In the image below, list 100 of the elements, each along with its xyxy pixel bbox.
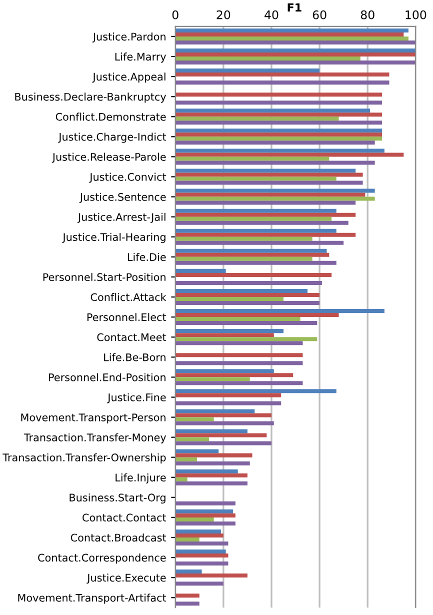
- y-tick-label: Conflict.Demonstrate: [56, 112, 166, 121]
- y-tick-label: Business.Start-Org: [70, 493, 166, 504]
- bar: [175, 421, 274, 426]
- y-tick-label: Life.Be-Born: [104, 353, 166, 362]
- bar: [175, 317, 300, 322]
- bar: [175, 301, 320, 306]
- bar: [175, 333, 274, 338]
- x-tick-label: 80: [360, 10, 374, 20]
- bar: [175, 554, 228, 558]
- x-tick-label: 60: [312, 10, 326, 20]
- bar: [175, 100, 382, 105]
- bar: [175, 321, 318, 326]
- bar: [175, 461, 250, 466]
- bar: [175, 80, 390, 85]
- bar: [175, 369, 274, 374]
- bar: [175, 72, 390, 77]
- y-tick-label: Contact.Correspondence: [38, 554, 166, 564]
- bar: [175, 256, 312, 261]
- bar: [175, 296, 284, 301]
- x-tick-label: 0: [172, 10, 178, 20]
- y-tick-label: Justice.Execute: [86, 574, 166, 584]
- y-tick-label: Transaction.Transfer-Ownership: [2, 453, 166, 464]
- bar: [175, 196, 375, 201]
- bar: [175, 437, 210, 442]
- bar: [175, 292, 320, 297]
- x-tick-label: 20: [216, 10, 230, 20]
- bar: [175, 268, 226, 273]
- bar: [175, 120, 382, 125]
- bar: [175, 353, 303, 358]
- bar: [175, 417, 214, 422]
- y-tick-label: Life.Die: [128, 252, 166, 262]
- y-tick-label: Contact.Broadcast: [70, 534, 166, 542]
- bar: [175, 337, 318, 342]
- bar: [175, 509, 234, 514]
- bar: [175, 136, 382, 141]
- bar: [175, 401, 282, 406]
- y-tick-label: Personnel.Elect: [87, 313, 166, 322]
- bar: [175, 594, 200, 598]
- y-tick-label: Contact.Contact: [82, 514, 166, 522]
- bar: [175, 449, 219, 454]
- bar: [175, 377, 250, 382]
- x-tick-label: 40: [264, 10, 278, 20]
- y-tick-label: Life.Marry: [115, 52, 166, 63]
- y-tick-label: Justice.Appeal: [92, 72, 166, 83]
- bar: [175, 361, 303, 366]
- bar: [175, 92, 382, 97]
- bar: [175, 329, 284, 334]
- bar: [175, 212, 356, 217]
- bar: [175, 389, 336, 394]
- bar: [175, 116, 339, 121]
- bar: [175, 32, 404, 36]
- bar: [175, 513, 236, 518]
- bar: [175, 570, 202, 574]
- bar: [175, 252, 330, 257]
- bar: [175, 313, 339, 318]
- bar: [175, 180, 363, 185]
- bar: [175, 541, 228, 546]
- bar: [175, 602, 200, 606]
- x-tick-label: 100: [406, 10, 426, 20]
- bar: [175, 56, 360, 61]
- bar: [175, 220, 348, 225]
- bar: [175, 148, 384, 153]
- bar: [175, 216, 332, 221]
- y-tick-label: Justice.Sentence: [79, 192, 166, 203]
- bar: [175, 168, 356, 173]
- bar: [175, 260, 336, 265]
- bar: [175, 473, 248, 478]
- bar: [175, 28, 408, 32]
- bar: [175, 112, 382, 117]
- y-tick-label: Life.Injure: [116, 473, 166, 484]
- bar: [175, 248, 327, 253]
- y-tick-label: Transaction.Transfer-Money: [24, 433, 166, 444]
- chart-title: F1: [288, 3, 302, 12]
- bar: [175, 373, 294, 378]
- bar: [175, 192, 366, 197]
- y-tick-label: Justice.Arrest-Jail: [77, 212, 166, 223]
- y-tick-label: Personnel.Start-Position: [43, 272, 166, 282]
- bar: [175, 537, 200, 542]
- y-tick-label: Movement.Transport-Person: [21, 414, 166, 424]
- bar: [175, 441, 272, 446]
- bar: [175, 409, 255, 414]
- y-tick-label: Justice.Pardon: [92, 32, 166, 43]
- bar: [175, 341, 303, 346]
- y-tick-label: Justice.Trial-Hearing: [62, 232, 166, 243]
- bar: [175, 309, 384, 314]
- bar: [175, 280, 322, 285]
- y-tick-label: Contact.Meet: [97, 333, 166, 342]
- bar: [175, 457, 197, 462]
- bar: [175, 232, 356, 237]
- y-tick-label: Movement.Transport-Artifact: [18, 594, 166, 604]
- bar: [175, 208, 336, 213]
- bar: [175, 381, 303, 386]
- bar: [175, 236, 312, 241]
- y-tick-label: Conflict.Attack: [90, 293, 166, 302]
- bar: [175, 128, 382, 133]
- bar: [175, 152, 404, 157]
- bar: [175, 156, 330, 161]
- bar: [175, 160, 375, 165]
- y-tick-label: Justice.Charge-Indict: [58, 132, 166, 143]
- bar: [175, 550, 226, 554]
